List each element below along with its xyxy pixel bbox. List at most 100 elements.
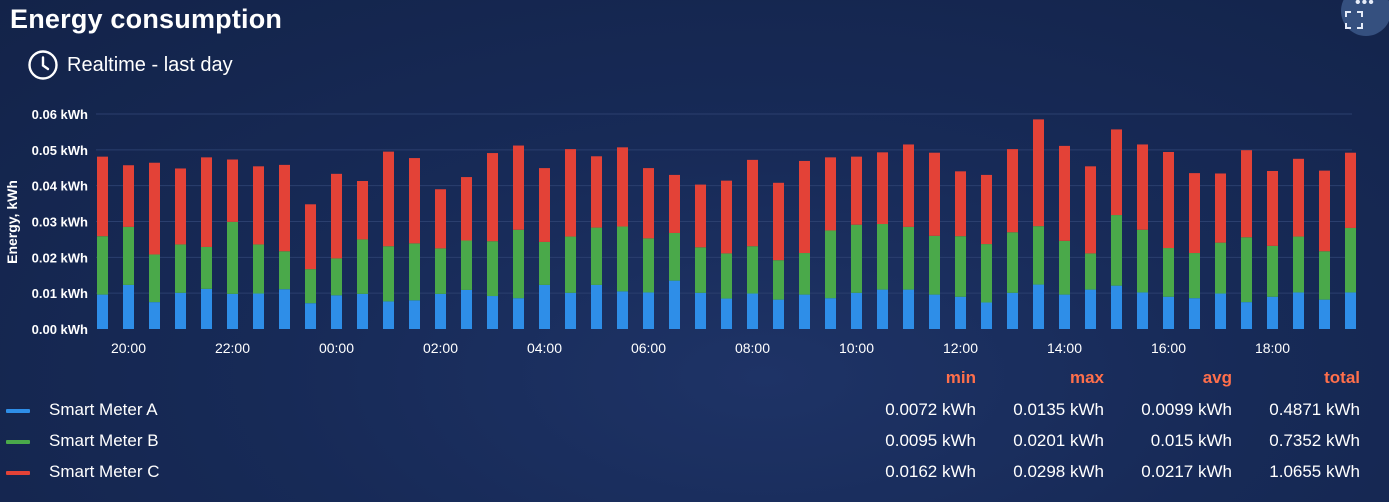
bar-segment-b [1267,245,1278,297]
legend-row-a[interactable]: Smart Meter A 0.0072 kWh 0.0135 kWh 0.00… [0,399,1389,425]
bar-segment-a [461,289,472,329]
bar-segment-b [643,238,654,293]
x-tick-label: 08:00 [735,340,770,356]
bar-segment-a [279,289,290,329]
bar-segment-c [357,181,368,240]
bar-segment-c [253,166,264,245]
bar-segment-a [1111,285,1122,329]
timewindow-selector[interactable]: Realtime - last day [27,49,233,81]
bar-segment-a [1215,293,1226,329]
bar-segment-b [253,244,264,294]
bar-segment-b [539,241,550,285]
bar-segment-b [851,224,862,293]
bar-segment-b [383,246,394,302]
legend-series-name: Smart Meter A [49,400,158,419]
energy-bar-chart: 0.00 kWh 0.01 kWh 0.02 kWh 0.03 kWh 0.04 kWh… [4,107,1356,356]
bar-segment-c [227,159,238,222]
bar-segment-c [1215,173,1226,243]
bar-segment-c [175,168,186,245]
bar-segment-c [201,157,212,247]
widget-menu-button[interactable]: ••• [1341,0,1389,36]
bar-segment-c [773,182,784,261]
legend-min-value: 0.0072 kWh [885,400,976,419]
fullscreen-icon[interactable] [1344,10,1364,30]
bar-segment-a [799,294,810,329]
legend-avg-value: 0.015 kWh [1150,431,1232,450]
bar-segment-b [617,226,628,292]
legend-row-c[interactable]: Smart Meter C 0.0162 kWh 0.0298 kWh 0.02… [0,461,1389,487]
bar-segment-b [1241,237,1252,303]
bar-segment-a [305,303,316,329]
y-tick-label: 0.05 kWh [32,143,88,158]
y-tick-label: 0.04 kWh [32,179,88,194]
bar-segment-b [669,232,680,281]
bar-segment-a [591,284,602,329]
bar-segment-a [1267,296,1278,329]
legend-swatch-a [6,409,30,413]
legend-header-min: min [945,368,976,387]
legend-header-max: max [1069,368,1104,387]
bar-segment-c [1085,166,1096,254]
bar-segment-a [201,288,212,329]
bar-segment-c [409,158,420,244]
bar-segment-c [955,171,966,237]
bar-segment-c [513,145,524,230]
bar-segment-a [513,298,524,329]
bar-segment-c [695,184,706,248]
bar-segment-a [383,301,394,329]
bar-segment-b [409,243,420,301]
x-tick-label: 18:00 [1255,340,1290,356]
bar-segment-a [617,291,628,329]
bar-segment-c [305,204,316,270]
bar-segment-a [565,292,576,329]
legend-total-value: 0.4871 kWh [1269,400,1360,419]
bar-segment-c [1007,149,1018,233]
bar-segment-b [981,244,992,303]
bar-segment-b [1319,251,1330,300]
bar-segment-c [279,164,290,252]
x-tick-label: 14:00 [1047,340,1082,356]
bar-segment-c [487,153,498,242]
bar-segment-b [461,240,472,290]
bar-segment-b [1189,253,1200,299]
bar-segment-a [955,296,966,329]
legend-min-value: 0.0095 kWh [885,431,976,450]
bar-segment-a [721,298,732,329]
bar-segment-a [435,293,446,329]
y-tick-label: 0.06 kWh [32,107,88,122]
legend-avg-value: 0.0099 kWh [1141,400,1232,419]
legend-row-b[interactable]: Smart Meter B 0.0095 kWh 0.0201 kWh 0.01… [0,430,1389,456]
bar-segment-b [357,239,368,294]
legend-header-total: total [1324,368,1360,387]
bar-segment-a [825,298,836,329]
bar-segment-b [435,248,446,294]
bar-segment-c [1137,144,1148,230]
bar-segment-b [955,236,966,297]
y-tick-label: 0.02 kWh [32,250,88,265]
timewindow-label: Realtime - last day [67,53,233,76]
bar-segment-c [149,162,160,255]
bar-segment-c [929,152,940,236]
x-tick-label: 22:00 [215,340,250,356]
x-tick-label: 12:00 [943,340,978,356]
bar-segment-b [929,235,940,295]
y-axis-title: Energy, kWh [4,180,20,264]
bar-segment-b [149,254,160,303]
bar-segment-b [1007,232,1018,293]
bar-segment-c [903,144,914,227]
bar-segment-b [565,236,576,293]
bar-segment-a [1033,284,1044,329]
legend-series-name: Smart Meter B [49,431,159,450]
bar-segment-a [669,280,680,329]
bar-segment-b [903,226,914,290]
bar-segment-a [357,293,368,329]
bar-segment-c [981,174,992,245]
bar-segment-b [487,241,498,297]
bar-segment-c [1163,151,1174,249]
bar-segment-c [565,149,576,237]
x-tick-label: 02:00 [423,340,458,356]
bar-segment-b [513,229,524,299]
bar-segment-b [331,258,342,296]
bar-segment-b [721,253,732,299]
bar-segment-b [825,230,836,299]
